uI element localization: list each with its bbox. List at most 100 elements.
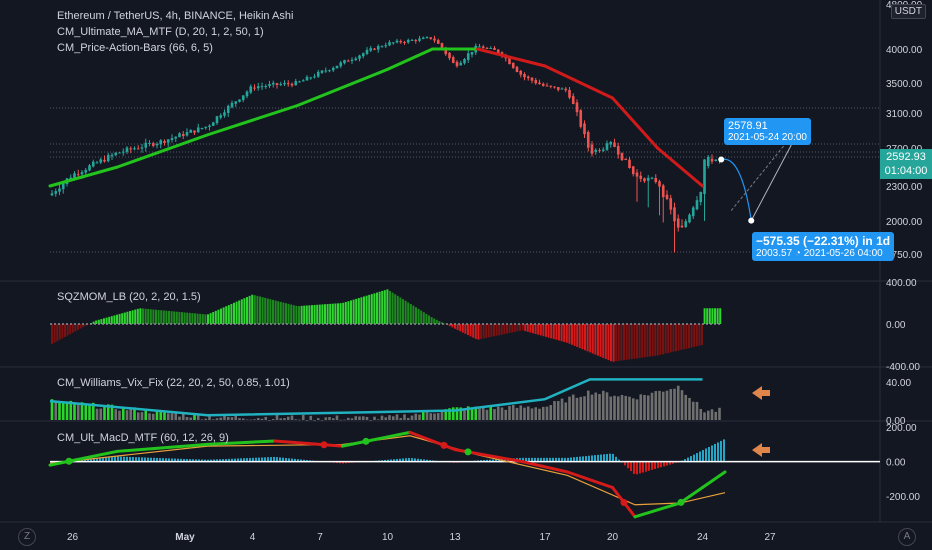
candle-body — [414, 40, 418, 42]
macd-cross-dot — [677, 498, 685, 506]
macd-bar — [720, 440, 722, 462]
candle-body — [118, 152, 121, 154]
vix-bar — [470, 408, 474, 420]
currency-badge[interactable]: USDT — [890, 4, 926, 19]
sqz-bar — [110, 316, 113, 324]
candle-body — [185, 132, 189, 136]
macd-bar — [705, 448, 707, 462]
vix-bar — [118, 410, 121, 420]
sqz-bar — [402, 299, 404, 324]
sqz-bar — [82, 324, 85, 328]
candle-body — [391, 42, 395, 44]
vix-bar — [429, 413, 433, 420]
candle-body — [380, 46, 384, 48]
vix-bar — [384, 417, 388, 420]
vix-bar — [665, 390, 669, 420]
indicator-ma-label[interactable]: CM_Ultimate_MA_MTF (D, 20, 1, 2, 50, 1) — [57, 26, 264, 38]
macd-tick-label-2: -200.00 — [886, 492, 920, 503]
macd-bar — [264, 457, 266, 462]
macd-bar — [216, 459, 218, 462]
callout-measure[interactable]: −575.35 (−22.31%) in 1d 2003.57 ◔ 2021-0… — [752, 232, 895, 261]
sqz-bar — [394, 294, 397, 324]
sqz-bar — [667, 324, 670, 354]
candle-body — [204, 126, 208, 129]
candle-body — [530, 77, 534, 81]
sqz-bar — [79, 324, 82, 329]
macd-bar — [384, 459, 386, 462]
vix-bar — [166, 413, 170, 420]
candle-body — [583, 123, 586, 135]
macd-line-segment — [408, 430, 457, 452]
macd-bar — [591, 455, 593, 462]
vix-bar — [275, 415, 279, 420]
vix-bar — [710, 409, 714, 420]
candle-body — [553, 86, 556, 88]
sqz-bar — [178, 311, 181, 324]
indicator-pab-label[interactable]: CM_Price-Action-Bars (66, 6, 5) — [57, 42, 213, 54]
vix-bar — [331, 418, 335, 420]
macd-legend[interactable]: CM_Ult_MacD_MTF (60, 12, 26, 9) — [57, 432, 229, 444]
macd-bar — [201, 459, 203, 462]
vix-bar — [185, 416, 189, 420]
sqz-legend[interactable]: SQZMOM_LB (20, 2, 20, 1.5) — [57, 291, 201, 303]
sqz-bar — [513, 324, 516, 332]
vix-bar — [508, 405, 511, 420]
timezone-button[interactable]: Z — [18, 528, 36, 546]
vix-bar — [639, 394, 643, 420]
symbol-title[interactable]: Ethereum / TetherUS, 4h, BINANCE, Heikin… — [57, 10, 294, 22]
candle-body — [361, 53, 365, 57]
macd-bar — [108, 457, 110, 462]
candle-body — [384, 45, 388, 47]
sqz-bar — [656, 324, 659, 356]
sqz-bar — [251, 294, 254, 324]
macd-line-segment — [116, 442, 209, 453]
sqz-bar — [77, 324, 79, 330]
candle-body — [95, 162, 99, 164]
sqz-bar — [66, 324, 69, 336]
sqz-tick-label-2: -400.00 — [886, 362, 920, 373]
sqz-bar — [199, 313, 202, 324]
macd-bar — [600, 454, 602, 462]
candle-body — [125, 147, 129, 152]
sqz-bar — [537, 324, 540, 335]
sqz-bar — [576, 324, 579, 347]
macd-bar — [414, 458, 416, 462]
candle-body — [200, 127, 204, 129]
macd-bar — [588, 455, 590, 462]
macd-bar — [303, 459, 305, 462]
macd-bar — [156, 457, 158, 462]
macd-bar — [672, 461, 674, 464]
candle-body — [320, 70, 324, 73]
sqz-bar — [308, 305, 311, 324]
candle-body — [594, 149, 598, 152]
macd-bar — [234, 458, 236, 462]
sqz-bar — [490, 324, 493, 337]
candle-body — [129, 148, 133, 150]
macd-bar — [306, 460, 308, 462]
sqz-bar — [186, 312, 189, 324]
vix-bar — [200, 419, 204, 420]
vix-legend[interactable]: CM_Williams_Vix_Fix (22, 20, 2, 50, 0.85… — [57, 377, 290, 389]
vix-bar — [148, 413, 151, 420]
sqz-bar — [347, 301, 350, 324]
macd-bar — [627, 461, 629, 469]
sqz-bar — [498, 324, 501, 336]
x-tick-label-3: 7 — [317, 532, 323, 543]
sqz-bar — [456, 324, 459, 330]
sqz-bar — [558, 324, 560, 341]
macd-bar — [411, 458, 413, 462]
candle-body — [335, 65, 339, 69]
vix-bar — [380, 415, 384, 420]
vix-bar — [421, 411, 425, 420]
sqz-bar — [144, 308, 147, 324]
sqz-bar — [212, 312, 215, 324]
auto-scale-button[interactable]: A — [898, 528, 916, 546]
candle-body — [73, 173, 76, 178]
sqz-bar — [69, 324, 72, 335]
vix-bar — [403, 414, 406, 420]
sqz-bar — [95, 320, 98, 324]
sqz-bar — [396, 295, 399, 324]
candle-body — [665, 194, 669, 199]
callout-high[interactable]: 2578.91 2021-05-24 20:00 — [724, 118, 811, 145]
